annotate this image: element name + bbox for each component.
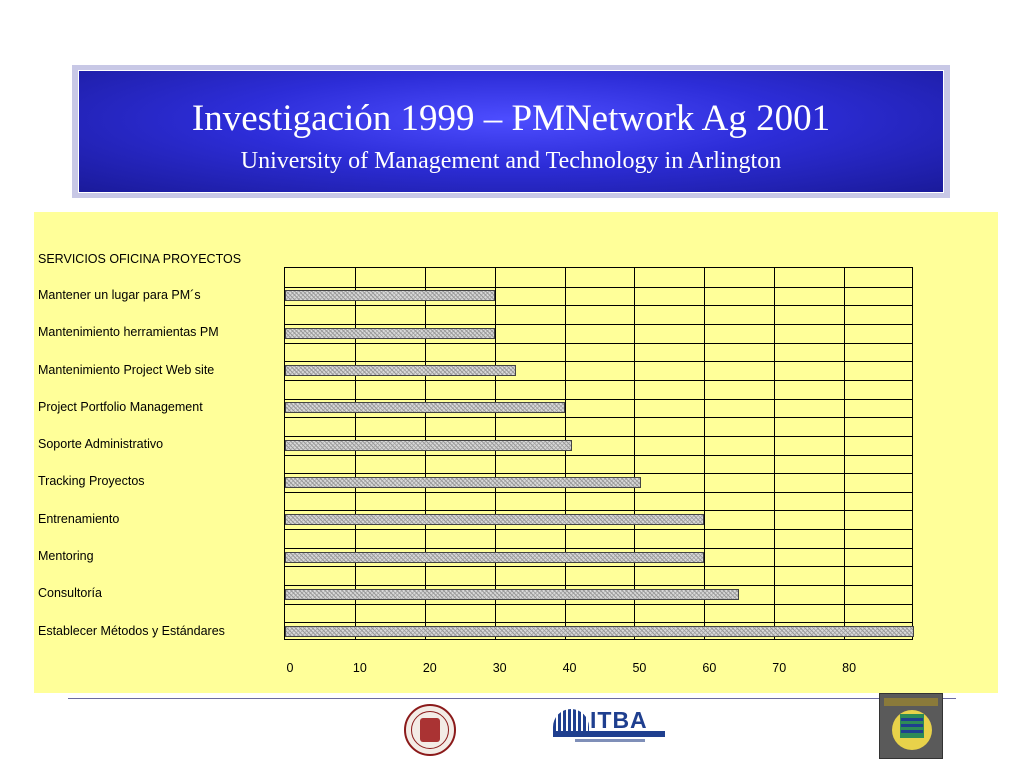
slide-subtitle: University of Management and Technology … [240,148,782,174]
plot-area [284,267,914,640]
bar [285,626,914,638]
gridline-vertical [494,268,496,639]
gridline-vertical [634,268,636,639]
itba-arch-icon [553,709,589,731]
bar [285,551,705,563]
bar [285,439,572,451]
gridline-horizontal [285,585,912,587]
bar [285,588,740,600]
x-tick-label: 0 [286,661,294,675]
category-label: Soporte Administrativo [38,437,164,452]
bar [285,476,642,488]
gridline-vertical [844,268,846,639]
category-label: Tracking Proyectos [38,474,145,489]
x-tick-label: 40 [562,661,577,675]
book-strip [901,718,923,721]
gridline-horizontal [285,435,912,437]
seal-ring [411,711,449,749]
chart-title: SERVICIOS OFICINA PROYECTOS [38,252,242,266]
bar [285,402,565,414]
seal-emblem [420,718,440,742]
gridline-horizontal [285,342,912,344]
x-tick-label: 10 [352,661,367,675]
category-label: Entrenamiento [38,511,120,526]
gridline-vertical [564,268,566,639]
category-label: Mantenimiento Project Web site [38,362,215,377]
gridline-horizontal [285,417,912,419]
bar [285,327,495,339]
gridline-horizontal [285,305,912,307]
gridline-vertical [354,268,356,639]
bar [285,514,705,526]
title-panel: Investigación 1999 – PMNetwork Ag 2001 U… [78,70,944,193]
gridline-horizontal [285,323,912,325]
gridline-horizontal [285,529,912,531]
gridline-horizontal [285,510,912,512]
gridline-horizontal [285,547,912,549]
itba-logo-text: ITBA [590,707,648,733]
x-tick-label: 20 [422,661,437,675]
footer-divider [68,698,956,699]
gridline-horizontal [285,286,912,288]
x-tick-label: 30 [492,661,507,675]
book-strip [901,724,923,727]
book-strip [901,730,923,733]
x-tick-label: 60 [702,661,717,675]
itba-subtitle-line [575,739,645,742]
gridline-vertical [774,268,776,639]
book-header-band [884,698,938,706]
title-banner: Investigación 1999 – PMNetwork Ag 2001 U… [72,65,950,198]
slide-title: Investigación 1999 – PMNetwork Ag 2001 [191,98,831,139]
bar [285,290,495,302]
category-label: Mantenimiento herramientas PM [38,325,219,340]
itba-logo: ITBA [553,707,665,743]
university-seal-logo [404,704,456,756]
chart-panel: SERVICIOS OFICINA PROYECTOS Mantener un … [34,212,998,693]
gridline-horizontal [285,622,912,624]
gridline-horizontal [285,361,912,363]
category-label: Establecer Métodos y Estándares [38,623,225,638]
gridline-vertical [424,268,426,639]
bar [285,365,516,377]
category-label: Project Portfolio Management [38,399,203,414]
x-tick-label: 80 [842,661,857,675]
pmo-book-cover-logo [879,693,943,759]
gridline-horizontal [285,379,912,381]
gridline-vertical [704,268,706,639]
x-tick-label: 50 [632,661,647,675]
x-tick-label: 70 [772,661,787,675]
category-label: Consultoría [38,586,102,601]
gridline-horizontal [285,491,912,493]
itba-subtitle-band [553,731,665,737]
gridline-horizontal [285,603,912,605]
gridline-horizontal [285,454,912,456]
gridline-horizontal [285,473,912,475]
category-label: Mantener un lugar para PM´s [38,287,201,302]
gridline-horizontal [285,398,912,400]
category-label: Mentoring [38,549,94,564]
gridline-horizontal [285,566,912,568]
